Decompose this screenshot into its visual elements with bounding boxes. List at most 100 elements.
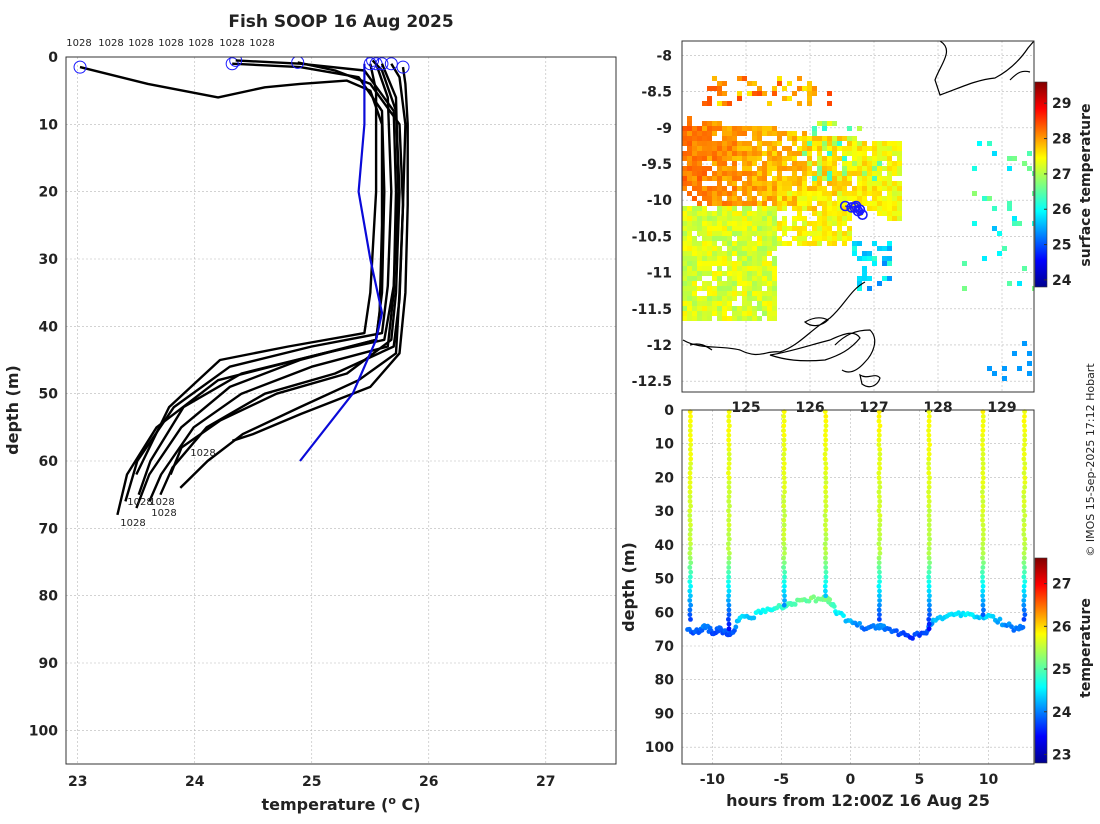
sst-pixel (1022, 161, 1027, 166)
sst-pixel (892, 186, 897, 191)
section-point (687, 484, 693, 490)
section-point (1022, 536, 1028, 542)
sst-pixel (787, 166, 792, 171)
sst-pixel (702, 131, 707, 136)
section-point (927, 442, 933, 448)
sst-pixel (757, 221, 762, 226)
sst-pixel (792, 206, 797, 211)
sst-pixel (1027, 351, 1032, 356)
sst-pixel (692, 141, 697, 146)
sst-pixel (772, 306, 777, 311)
map-x-tick-label: 125 (731, 400, 760, 416)
section-point (823, 414, 829, 419)
sst-pixel (732, 246, 737, 251)
sst-pixel (717, 271, 722, 276)
sst-pixel (747, 91, 752, 96)
sst-pixel (857, 126, 862, 131)
sst-pixel (722, 301, 727, 306)
sst-pixel (682, 181, 687, 186)
sst-pixel (702, 196, 707, 201)
profile-x-tick-label: 24 (185, 774, 205, 790)
map-x-tick-label: 127 (859, 400, 888, 416)
sst-pixel (737, 171, 742, 176)
sst-pixel (822, 146, 827, 151)
section-point (926, 569, 932, 575)
sst-pixel (692, 176, 697, 181)
sst-pixel (797, 206, 802, 211)
sst-pixel (722, 176, 727, 181)
sst-pixel (707, 166, 712, 171)
sst-pixel (992, 206, 997, 211)
sst-pixel (767, 306, 772, 311)
sst-pixel (757, 241, 762, 246)
sst-pixel (722, 306, 727, 311)
sst-pixel (862, 181, 867, 186)
sst-pixel (792, 136, 797, 141)
sst-pixel (892, 201, 897, 206)
sst-pixel (812, 236, 817, 241)
profile-grid (66, 56, 616, 764)
sst-pixel (727, 196, 732, 201)
sst-pixel (727, 166, 732, 171)
section-point (726, 489, 732, 495)
sst-pixel (712, 311, 717, 316)
sst-pixel (747, 261, 752, 266)
sst-pixel (767, 226, 772, 231)
section-point (726, 593, 732, 599)
section-point (687, 546, 693, 551)
section-point (1021, 503, 1027, 509)
sst-pixel (732, 216, 737, 221)
sst-pixel (792, 91, 797, 96)
sst-pixel (772, 226, 777, 231)
sst-pixel (822, 196, 827, 201)
sst-pixel (817, 151, 822, 156)
sst-pixel (687, 146, 692, 151)
section-point (926, 546, 932, 551)
sst-pixel (752, 181, 757, 186)
sst-pixel (822, 211, 827, 216)
section-point (926, 508, 932, 514)
sst-pixel (722, 141, 727, 146)
sst-pixel (802, 141, 807, 146)
sst-pixel (802, 161, 807, 166)
section-point (980, 494, 986, 500)
sst-pixel (777, 191, 782, 196)
sst-pixel (692, 296, 697, 301)
sst-pixel (707, 301, 712, 306)
sst-pixel (897, 161, 902, 166)
sst-pixel (787, 186, 792, 191)
sst-pixel (732, 281, 737, 286)
sst-pixel (847, 236, 852, 241)
section-point (688, 503, 694, 509)
sst-pixel (792, 196, 797, 201)
section-point (876, 565, 882, 570)
sst-pixel (802, 131, 807, 136)
sst-pixel (747, 306, 752, 311)
section-point (781, 484, 787, 490)
sst-pixel (742, 301, 747, 306)
sst-pixel (772, 186, 777, 191)
sst-pixel (747, 201, 752, 206)
sst-pixel (777, 201, 782, 206)
sst-pixel (757, 191, 762, 196)
sst-pixel (682, 206, 687, 211)
sst-pixel (852, 186, 857, 191)
sst-pixel (882, 261, 887, 266)
sst-pixel (892, 196, 897, 201)
sst-pixel (732, 291, 737, 296)
section-point (926, 598, 932, 603)
sst-pixel (687, 171, 692, 176)
sst-pixel (822, 206, 827, 211)
sst-pixel (987, 141, 992, 146)
section-point (876, 593, 882, 599)
sst-pixel (877, 176, 882, 181)
section-point (926, 437, 932, 443)
sst-pixel (837, 171, 842, 176)
sst-pixel (832, 221, 837, 226)
sst-pixel (737, 176, 742, 181)
sst-pixel (702, 261, 707, 266)
sst-pixel (787, 191, 792, 196)
sst-pixel (717, 256, 722, 261)
sst-pixel (697, 286, 702, 291)
